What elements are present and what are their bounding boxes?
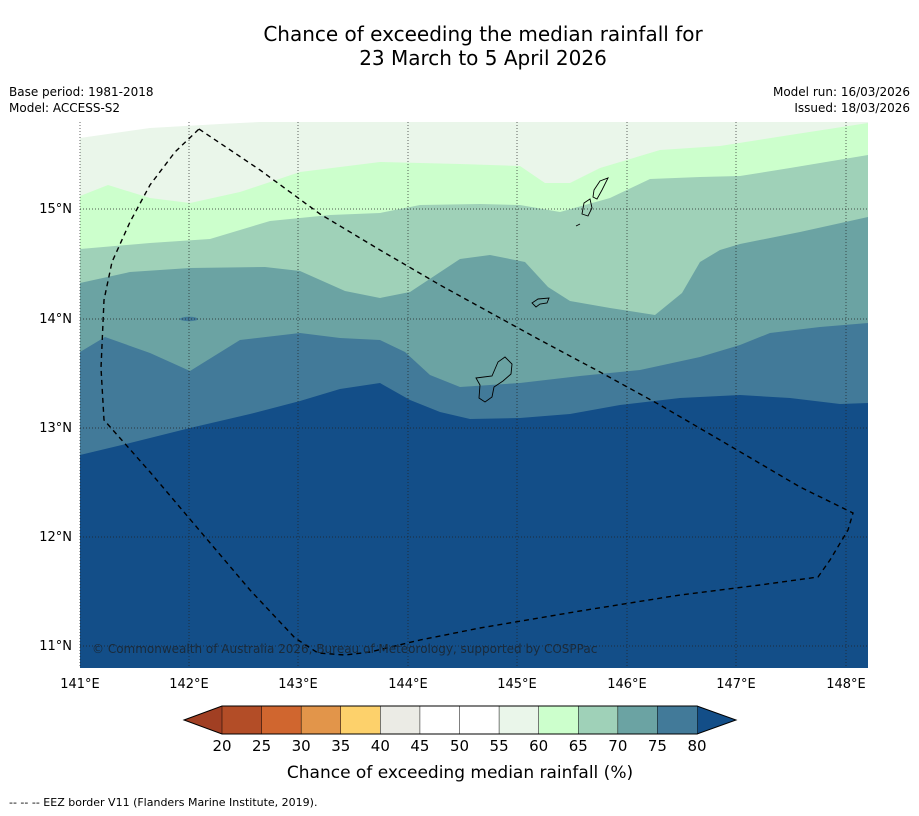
colorbar-segment-40-45	[380, 705, 421, 735]
colorbar-segment-50-55	[459, 705, 500, 735]
lon-label-144e: 144°E	[388, 677, 428, 692]
colorbar-tick-65: 65	[569, 737, 588, 755]
issued-date: Issued: 18/03/2026	[794, 101, 910, 115]
colorbar-segment-70-75	[617, 705, 659, 735]
colorbar-segment-25-30	[261, 705, 302, 735]
meta-left: Base period: 1981-2018 Model: ACCESS-S2	[9, 84, 154, 116]
lon-label-143e: 143°E	[278, 677, 318, 692]
base-period: Base period: 1981-2018	[9, 85, 154, 99]
map-title: Chance of exceeding the median rainfall …	[0, 22, 919, 70]
colorbar-tick-75: 75	[648, 737, 667, 755]
model-name: Model: ACCESS-S2	[9, 101, 121, 115]
probability-bands	[80, 122, 868, 668]
lon-label-142e: 142°E	[169, 677, 209, 692]
colorbar-tick-20: 20	[212, 737, 231, 755]
lon-label-146e: 146°E	[607, 677, 647, 692]
colorbar-tick-50: 50	[450, 737, 469, 755]
rota-island	[531, 297, 550, 308]
colorbar-outline	[182, 705, 738, 735]
aguijan-island	[575, 223, 581, 227]
colorbar-underflow	[184, 706, 222, 734]
colorbar-tick-35: 35	[331, 737, 350, 755]
latitude-labels: 15°N 14°N 13°N 12°N 11°N	[39, 202, 72, 654]
colorbar-tick-70: 70	[608, 737, 627, 755]
colorbar-tick-55: 55	[490, 737, 509, 755]
colorbar-tick-40: 40	[371, 737, 390, 755]
colorbar-overflow	[697, 706, 736, 734]
colorbar-segment-30-35	[300, 705, 342, 735]
colorbar-segment-55-60	[498, 705, 540, 735]
colorbar-tick-80: 80	[687, 737, 706, 755]
lat-label-13n: 13°N	[39, 421, 72, 436]
colorbar-tick-60: 60	[529, 737, 548, 755]
colorbar-segments	[221, 705, 698, 735]
meta-right: Model run: 16/03/2026 Issued: 18/03/2026	[773, 84, 910, 116]
islands	[475, 177, 609, 403]
eez-footnote: -- -- -- EEZ border V11 (Flanders Marine…	[9, 796, 318, 809]
copyright-text: © Commonwealth of Australia 2026, Bureau…	[92, 642, 597, 656]
colorbar-tick-45: 45	[410, 737, 429, 755]
lon-label-141e: 141°E	[60, 677, 100, 692]
colorbar-segment-20-25	[221, 705, 263, 735]
lon-label-148e: 148°E	[826, 677, 866, 692]
colorbar-tick-30: 30	[292, 737, 311, 755]
graticule	[79, 122, 868, 668]
lon-label-147e: 147°E	[716, 677, 756, 692]
colorbar-ticks: 20 25 30 35 40 45 50 55 60 65 70 75 80	[212, 737, 706, 755]
title-line-2: 23 March to 5 April 2026	[359, 46, 607, 70]
tinian-island	[581, 198, 593, 217]
lat-label-15n: 15°N	[39, 202, 72, 217]
saipan-island	[592, 177, 609, 200]
colorbar-segment-65-70	[578, 705, 619, 735]
title-line-1: Chance of exceeding the median rainfall …	[263, 22, 703, 46]
lat-label-14n: 14°N	[39, 312, 72, 327]
colorbar-segment-35-40	[340, 705, 382, 735]
colorbar-segment-75-80	[657, 705, 698, 735]
guam-island	[475, 356, 513, 403]
longitude-labels: 141°E 142°E 143°E 144°E 145°E 146°E 147°…	[60, 677, 866, 692]
lon-label-145e: 145°E	[497, 677, 537, 692]
eez-border	[100, 128, 854, 656]
colorbar-segment-60-65	[538, 705, 580, 735]
colorbar: 20 25 30 35 40 45 50 55 60 65 70 75 80 Chance of exc…	[182, 705, 738, 783]
colorbar-tick-25: 25	[252, 737, 271, 755]
colorbar-title: Chance of exceeding median rainfall (%)	[287, 763, 633, 783]
colorbar-segment-45-50	[419, 705, 461, 735]
model-run: Model run: 16/03/2026	[772, 85, 910, 99]
lat-label-12n: 12°N	[39, 530, 72, 545]
lat-label-11n: 11°N	[39, 639, 72, 654]
